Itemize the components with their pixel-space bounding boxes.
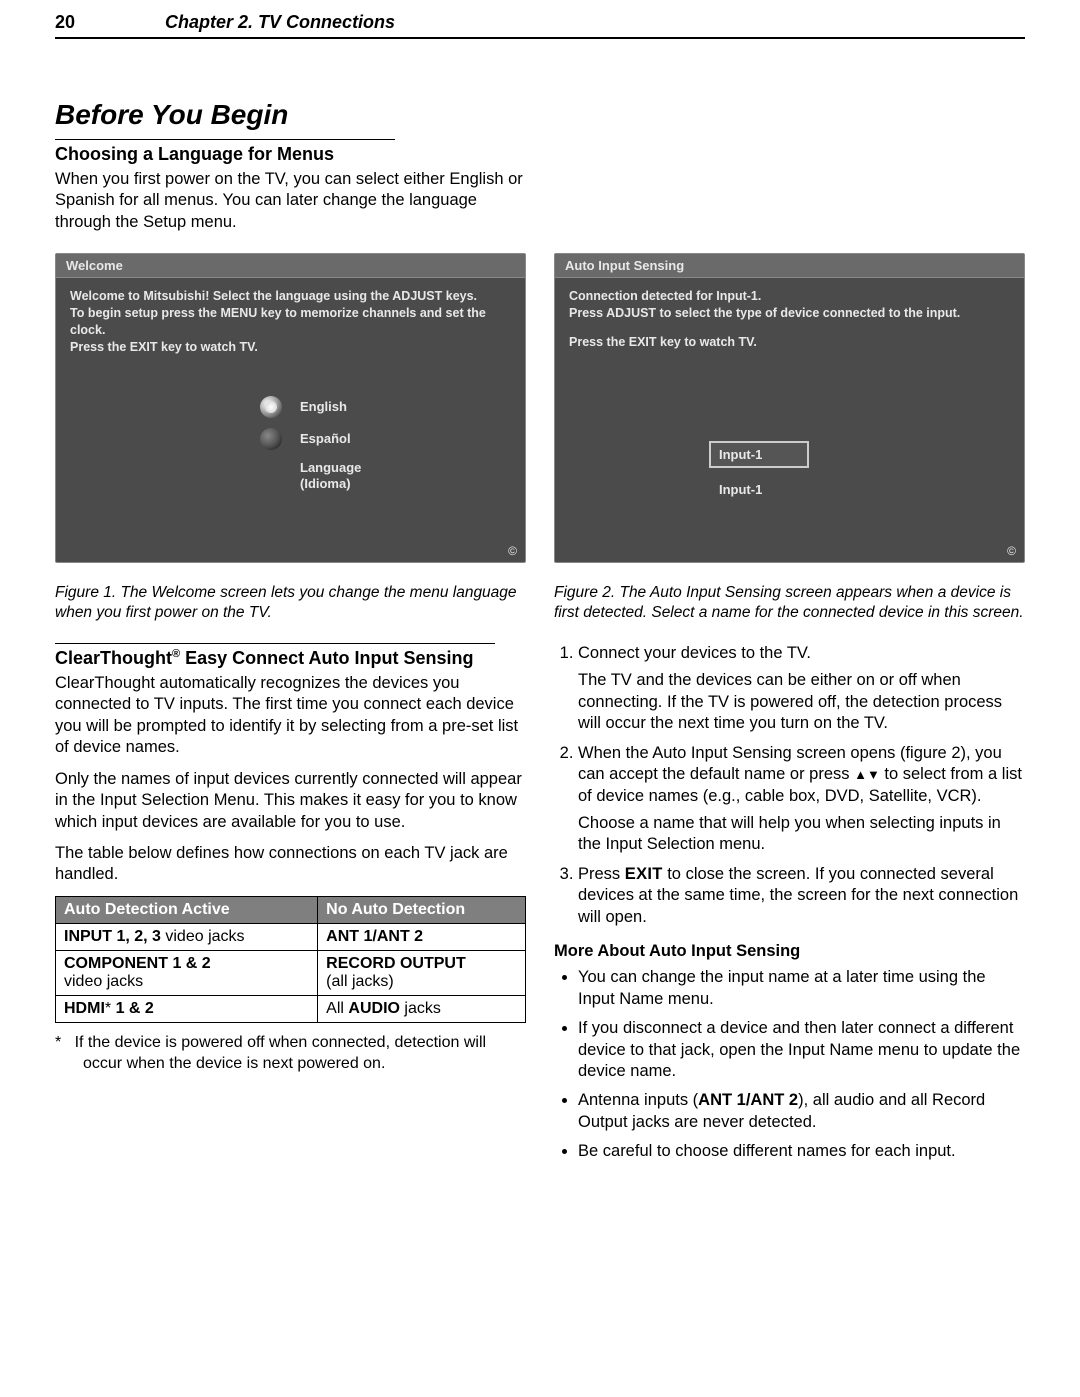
chapter-title: Chapter 2. TV Connections bbox=[165, 12, 395, 33]
welcome-msg-3: Press the EXIT key to watch TV. bbox=[70, 339, 511, 356]
welcome-screen-title: Welcome bbox=[56, 254, 525, 278]
page-title: Before You Begin bbox=[55, 99, 1025, 131]
welcome-screen: Welcome Welcome to Mitsubishi! Select th… bbox=[55, 253, 526, 563]
bullet-4: Be careful to choose different names for… bbox=[578, 1141, 1025, 1162]
step-3: Press EXIT to close the screen. If you c… bbox=[578, 864, 1025, 928]
rule bbox=[55, 139, 395, 140]
rule bbox=[55, 643, 495, 644]
section-heading-language: Choosing a Language for Menus bbox=[55, 144, 1025, 165]
input-name-text: Input-1 bbox=[719, 482, 1010, 497]
step-1: Connect your devices to the TV. The TV a… bbox=[578, 643, 1025, 735]
figure1-caption: Figure 1. The Welcome screen lets you ch… bbox=[55, 583, 526, 623]
ct-p3: The table below defines how connections … bbox=[55, 843, 526, 886]
left-column: Figure 1. The Welcome screen lets you ch… bbox=[55, 573, 526, 1170]
radio-selected-icon bbox=[260, 396, 282, 418]
radio-unselected-icon bbox=[260, 428, 282, 450]
table-row: INPUT 1, 2, 3 video jacks ANT 1/ANT 2 bbox=[56, 923, 526, 950]
more-bullets: You can change the input name at a later… bbox=[554, 967, 1025, 1163]
more-about-heading: More About Auto Input Sensing bbox=[554, 942, 1025, 961]
section-heading-clearthought: ClearThought® Easy Connect Auto Input Se… bbox=[55, 648, 526, 669]
figure2-caption: Figure 2. The Auto Input Sensing screen … bbox=[554, 583, 1025, 623]
detection-table: Auto Detection Active No Auto Detection … bbox=[55, 896, 526, 1023]
th-active: Auto Detection Active bbox=[56, 896, 318, 923]
radio-english-label: English bbox=[300, 399, 347, 414]
input-name-field[interactable]: Input-1 bbox=[709, 441, 809, 468]
table-row: COMPONENT 1 & 2video jacks RECORD OUTPUT… bbox=[56, 950, 526, 995]
auto-msg-3: Press the EXIT key to watch TV. bbox=[569, 334, 1010, 351]
steps-list: Connect your devices to the TV. The TV a… bbox=[554, 643, 1025, 928]
up-down-arrow-icon: ▲▼ bbox=[854, 767, 880, 782]
copyright-icon: © bbox=[508, 544, 517, 558]
ct-p2: Only the names of input devices currentl… bbox=[55, 769, 526, 833]
bullet-1: You can change the input name at a later… bbox=[578, 967, 1025, 1010]
th-noauto: No Auto Detection bbox=[318, 896, 526, 923]
auto-input-screen: Auto Input Sensing Connection detected f… bbox=[554, 253, 1025, 563]
copyright-icon: © bbox=[1007, 544, 1016, 558]
ct-p1: ClearThought automatically recognizes th… bbox=[55, 673, 526, 759]
table-footnote: * If the device is powered off when conn… bbox=[55, 1033, 526, 1075]
exit-key: EXIT bbox=[625, 865, 663, 883]
language-radio-group: English Español Language (Idioma) bbox=[260, 396, 511, 493]
welcome-msg-1: Welcome to Mitsubishi! Select the langua… bbox=[70, 288, 511, 305]
right-column: Figure 2. The Auto Input Sensing screen … bbox=[554, 573, 1025, 1170]
page-number: 20 bbox=[55, 12, 75, 33]
radio-spanish[interactable]: Español bbox=[260, 428, 511, 450]
screenshots-row: Welcome Welcome to Mitsubishi! Select th… bbox=[55, 253, 1025, 563]
bullet-3: Antenna inputs (ANT 1/ANT 2), all audio … bbox=[578, 1090, 1025, 1133]
two-column-layout: Figure 1. The Welcome screen lets you ch… bbox=[55, 573, 1025, 1170]
auto-input-title: Auto Input Sensing bbox=[555, 254, 1024, 278]
page-header: 20 Chapter 2. TV Connections bbox=[55, 0, 1025, 39]
radio-english[interactable]: English bbox=[260, 396, 511, 418]
step-2: When the Auto Input Sensing screen opens… bbox=[578, 743, 1025, 856]
bullet-2: If you disconnect a device and then late… bbox=[578, 1018, 1025, 1082]
table-row: HDMI* 1 & 2 All AUDIO jacks bbox=[56, 995, 526, 1022]
section1-body: When you first power on the TV, you can … bbox=[55, 169, 535, 233]
auto-msg-1: Connection detected for Input-1. bbox=[569, 288, 1010, 305]
welcome-msg-2: To begin setup press the MENU key to mem… bbox=[70, 305, 511, 339]
radio-spanish-label: Español bbox=[300, 431, 351, 446]
auto-msg-2: Press ADJUST to select the type of devic… bbox=[569, 305, 1010, 322]
language-label: Language (Idioma) bbox=[300, 460, 511, 493]
